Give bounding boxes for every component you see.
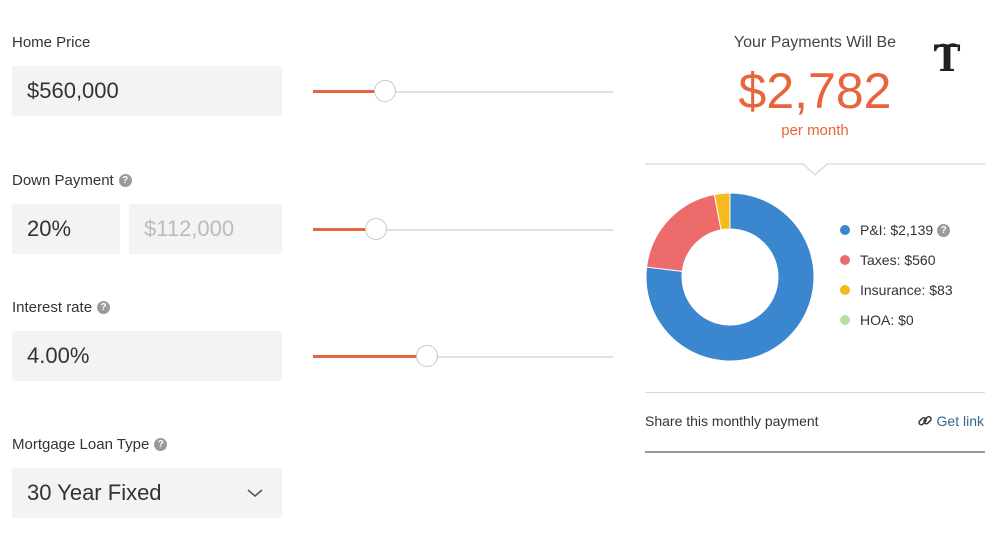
- interest-rate-input[interactable]: 4.00%: [12, 331, 282, 381]
- payment-divider: [645, 163, 985, 176]
- payment-donut-chart: [645, 192, 815, 362]
- slider-track: [313, 229, 613, 231]
- slider-thumb[interactable]: [365, 218, 387, 240]
- legend-label: Insurance: $83: [860, 282, 953, 298]
- down-payment-percent-input[interactable]: 20%: [12, 204, 120, 254]
- link-icon: [917, 415, 932, 426]
- home-price-label-text: Home Price: [12, 34, 91, 51]
- interest-rate-label-text: Interest rate: [12, 299, 93, 316]
- legend-item: Insurance: $83: [840, 280, 990, 300]
- loan-type-select[interactable]: 30 Year Fixed: [12, 468, 282, 518]
- donut-slice-1: [646, 193, 722, 272]
- down-payment-label-text: Down Payment: [12, 172, 114, 189]
- legend-label: Taxes: $560: [860, 252, 936, 268]
- legend-item: HOA: $0: [840, 310, 990, 330]
- loan-type-label: Mortgage Loan Type ?: [12, 436, 168, 453]
- slider-fill: [313, 355, 427, 358]
- help-icon[interactable]: ?: [97, 301, 111, 314]
- down-payment-percent: 20%: [27, 216, 72, 241]
- down-payment-amount: $112,000: [144, 216, 235, 241]
- legend-dot: [840, 225, 850, 235]
- slider-thumb[interactable]: [416, 345, 438, 367]
- payment-amount: $2,782: [738, 63, 892, 119]
- donut-slice-2: [713, 192, 731, 231]
- home-price-value: $560,000: [27, 78, 119, 103]
- slider-track: [313, 91, 613, 93]
- legend-label: P&I: $2,139: [860, 222, 934, 238]
- legend-item: Taxes: $560: [840, 250, 990, 270]
- interest-rate-slider[interactable]: [313, 345, 613, 367]
- down-payment-slider[interactable]: [313, 218, 613, 240]
- down-payment-amount-input[interactable]: $112,000: [129, 204, 282, 254]
- nyt-logo-icon: T: [934, 38, 961, 80]
- share-text: Share this monthly payment: [645, 413, 819, 429]
- share-divider: [645, 451, 985, 453]
- legend-dot: [840, 285, 850, 295]
- legend-item: P&I: $2,139?: [840, 220, 990, 240]
- help-icon[interactable]: ?: [154, 438, 168, 451]
- payment-legend: P&I: $2,139? Taxes: $560 Insurance: $83 HOA…: [840, 220, 990, 330]
- help-icon[interactable]: ?: [937, 223, 951, 237]
- section-divider: [645, 392, 985, 393]
- help-icon[interactable]: ?: [118, 174, 132, 187]
- loan-type-value: 30 Year Fixed: [27, 480, 162, 505]
- donut-slice-0: [645, 192, 815, 362]
- payment-period: per month: [781, 122, 849, 139]
- get-link-label: Get link: [936, 413, 984, 429]
- down-payment-label: Down Payment ?: [12, 172, 132, 189]
- slider-thumb[interactable]: [374, 80, 396, 102]
- loan-type-label-text: Mortgage Loan Type: [12, 436, 150, 453]
- home-price-slider[interactable]: [313, 80, 613, 102]
- get-link[interactable]: Get link: [917, 413, 984, 429]
- home-price-input[interactable]: $560,000: [12, 66, 282, 116]
- home-price-label: Home Price: [12, 34, 90, 51]
- interest-rate-label: Interest rate ?: [12, 299, 111, 316]
- slider-fill: [313, 228, 376, 231]
- slider-fill: [313, 90, 385, 93]
- legend-dot: [840, 255, 850, 265]
- legend-label: HOA: $0: [860, 312, 914, 328]
- payment-heading: Your Payments Will Be: [733, 34, 897, 51]
- interest-rate-value: 4.00%: [27, 343, 90, 368]
- legend-dot: [840, 315, 850, 325]
- chevron-down-icon: [247, 489, 263, 498]
- slider-track: [313, 356, 613, 358]
